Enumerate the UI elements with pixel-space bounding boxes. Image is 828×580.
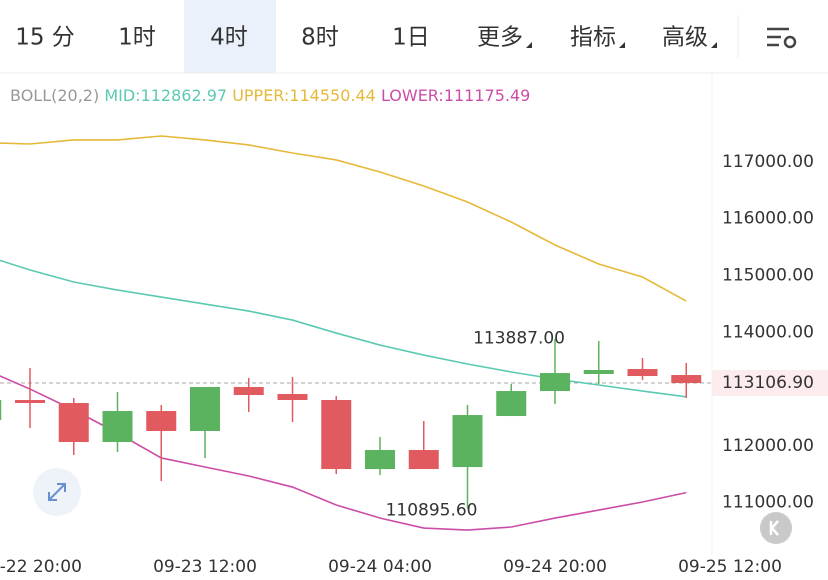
expand-button[interactable] <box>33 468 81 516</box>
tab[interactable]: 更多 <box>477 25 523 51</box>
dropdown-arrow <box>526 42 532 48</box>
candle-body <box>0 400 2 421</box>
candle-body <box>58 403 89 443</box>
tab[interactable]: 指标 <box>570 25 616 51</box>
tab[interactable]: 1日 <box>392 25 430 51</box>
selected-tab-bg <box>184 0 276 73</box>
candle-body <box>15 400 45 404</box>
candle-body <box>540 373 570 392</box>
last-price-label: 113106.90 <box>722 373 814 393</box>
x-tick-label: 09-24 04:00 <box>328 557 432 577</box>
indicator-value: LOWER:111175.49 <box>381 86 530 105</box>
tab[interactable]: 高级 <box>662 25 708 51</box>
candle-body <box>408 450 439 470</box>
scroll-end-button[interactable] <box>760 512 792 544</box>
dropdown-arrow <box>711 42 717 48</box>
x-tick-label: 09-24 20:00 <box>503 557 607 577</box>
settings-icon[interactable] <box>767 27 797 49</box>
indicator-value: UPPER:114550.44 <box>232 86 376 105</box>
last-price-bg <box>712 369 828 396</box>
price-annotation: 110895.60 <box>386 501 478 521</box>
tab[interactable]: 8时 <box>301 25 339 51</box>
candle-body <box>496 391 527 417</box>
tab[interactable]: 4时 <box>210 25 248 51</box>
indicator-legend: BOLL(20,2) MID:112862.97 UPPER:114550.44… <box>10 86 530 105</box>
x-tick-label: 09-22 20:00 <box>0 557 82 577</box>
price-annotation: 113887.00 <box>473 329 565 349</box>
candle-body <box>102 411 133 443</box>
y-tick-label: 111000.00 <box>722 493 814 513</box>
candle-body <box>277 393 308 401</box>
dropdown-arrow <box>619 42 625 48</box>
x-tick-label: 09-25 12:00 <box>678 557 782 577</box>
tab[interactable]: 1时 <box>118 25 156 51</box>
candle-body <box>452 415 483 468</box>
band-line <box>0 135 687 302</box>
candle-body <box>233 387 264 396</box>
y-tick-label: 117000.00 <box>722 152 814 172</box>
x-tick-label: 09-23 12:00 <box>153 557 257 577</box>
y-tick-label: 115000.00 <box>722 265 814 285</box>
y-tick-label: 112000.00 <box>722 436 814 456</box>
candle-body <box>190 387 220 432</box>
candle-body <box>365 450 395 470</box>
indicator-name: BOLL(20,2) <box>10 86 99 105</box>
candle-body <box>671 375 702 383</box>
candle-body <box>627 369 658 377</box>
y-tick-label: 114000.00 <box>722 322 814 342</box>
indicator-value: MID:112862.97 <box>104 86 227 105</box>
candle-body <box>583 370 614 374</box>
band-line <box>0 259 687 398</box>
candle-body <box>321 400 352 470</box>
plot <box>0 135 712 531</box>
candle-body <box>146 411 177 432</box>
y-tick-label: 116000.00 <box>722 209 814 229</box>
tab[interactable]: 15 分 <box>15 25 75 51</box>
